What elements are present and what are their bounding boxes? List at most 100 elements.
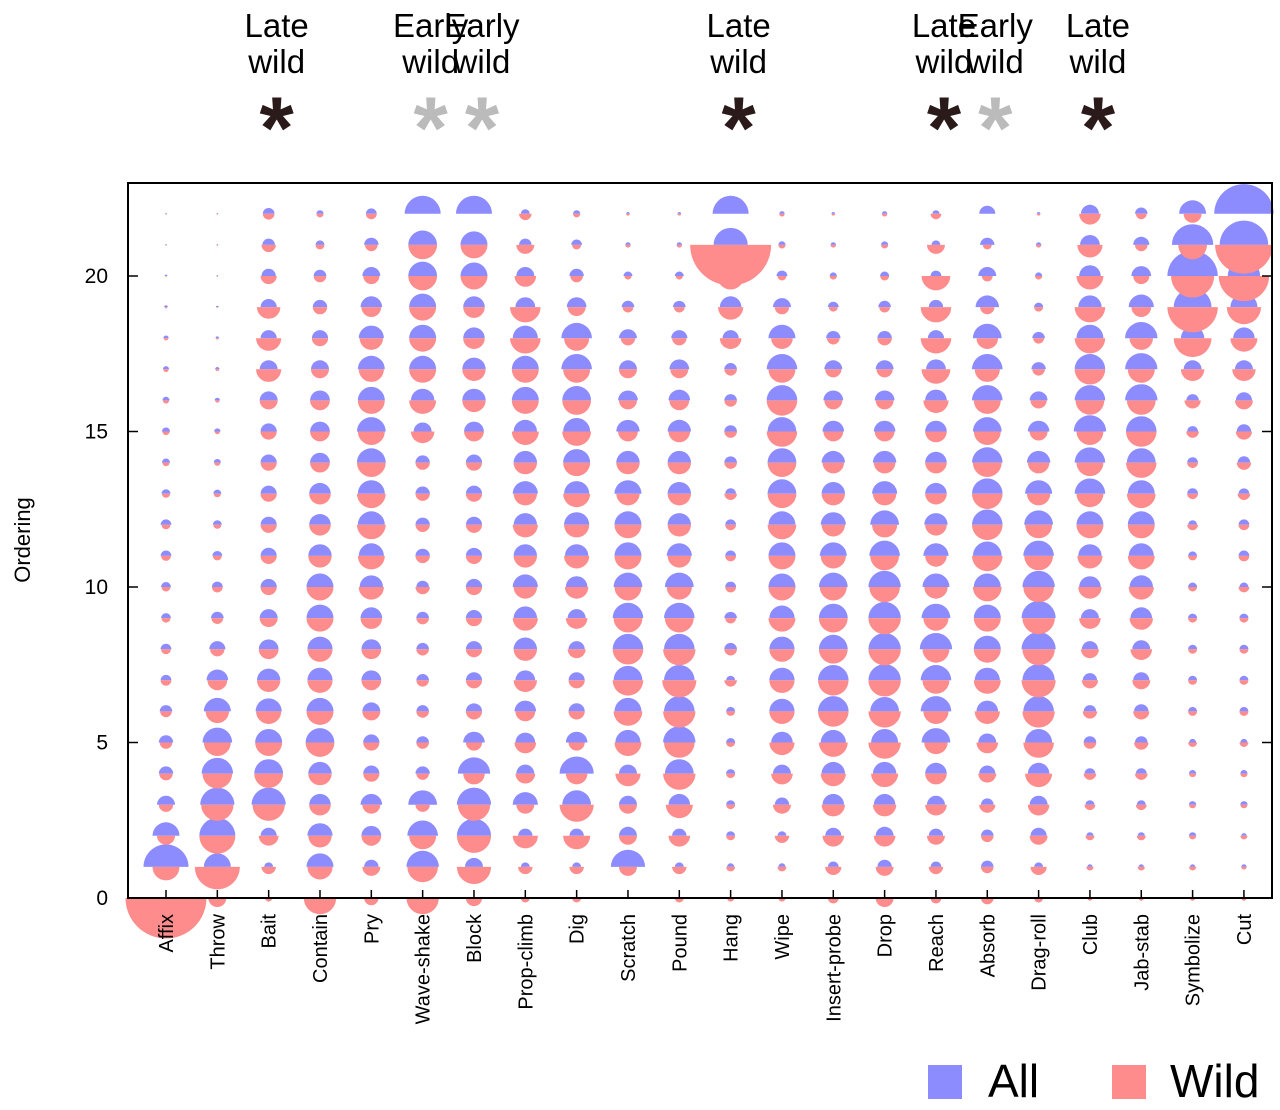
x-tick-label-throw: Throw: [207, 913, 229, 969]
bubble-wild-reach-17: [921, 369, 951, 384]
bubble-all-block-17: [462, 357, 486, 370]
bubble-all-hang-16: [724, 394, 737, 401]
bubble-all-wave-shake-11: [415, 548, 430, 556]
bubble-all-symbolize-13: [1187, 488, 1198, 494]
bubble-all-symbolize-1: [1189, 864, 1196, 867]
bubble-wild-block-18: [463, 338, 485, 350]
bubble-wild-bait-5: [255, 742, 283, 756]
bubble-all-reach-12: [924, 513, 948, 525]
bubble-all-hang-11: [725, 550, 737, 556]
bubble-wild-pry-4: [363, 773, 380, 782]
significance-annotations: Latewild*Earlywild*Earlywild*Latewild*La…: [245, 7, 1131, 177]
bubble-all-wipe-11: [768, 542, 796, 556]
bubble-all-insert-probe-3: [822, 793, 845, 805]
bubble-wild-cut-4: [1240, 773, 1248, 778]
bubble-all-block-11: [465, 547, 483, 556]
bubble-all-absorb-13: [971, 478, 1003, 494]
bubble-wild-contain-19: [312, 307, 328, 315]
bubble-wild-scratch-22: [626, 213, 630, 216]
bubble-all-scratch-15: [616, 419, 640, 432]
bubble-all-contain-13: [309, 482, 331, 494]
bubble-wild-jab-stab-3: [1135, 804, 1147, 811]
x-tick-label-cut: Cut: [1234, 914, 1256, 946]
bubble-all-wave-shake-8: [416, 642, 429, 650]
bubble-all-wipe-20: [776, 270, 788, 276]
bubble-all-prop-climb-2: [518, 828, 533, 836]
bubble-wild-throw-21: [216, 244, 219, 246]
bubble-all-reach-8: [919, 633, 953, 650]
bubble-wild-reach-22: [930, 213, 942, 220]
bubble-all-throw-2: [199, 817, 236, 836]
bubble-wild-pound-20: [675, 276, 683, 280]
bubble-all-pry-3: [360, 793, 383, 805]
bubble-wild-block-2: [456, 835, 492, 853]
bubble-all-reach-13: [925, 482, 947, 494]
bubble-wild-scratch-9: [613, 618, 643, 633]
bubble-all-jab-stab-16: [1125, 384, 1158, 401]
bubble-wild-pry-12: [356, 524, 386, 540]
bubble-wild-symbolize-7: [1188, 680, 1198, 685]
bubble-wild-throw-13: [213, 493, 221, 498]
bubble-wild-bait-17: [256, 369, 282, 382]
bubble-wild-reach-13: [925, 493, 947, 505]
bubble-wild-symbolize-11: [1188, 555, 1198, 561]
bubble-all-block-1: [464, 857, 483, 867]
bubble-all-wipe-15: [767, 417, 797, 432]
annotation-line2-reach: wild: [915, 43, 973, 80]
bubble-all-absorb-7: [974, 667, 1000, 681]
bubble-all-throw-12: [212, 520, 222, 525]
bubble-all-block-16: [462, 388, 486, 401]
bubble-wild-drag-roll-16: [1030, 400, 1047, 409]
bubble-all-insert-probe-20: [829, 272, 837, 276]
bubble-all-absorb-15: [972, 417, 1002, 432]
bubble-wild-pry-0: [364, 898, 379, 906]
bubble-all-bait-13: [260, 485, 277, 494]
bubble-all-wipe-12: [768, 511, 796, 525]
bubble-wild-contain-17: [310, 369, 329, 379]
bubble-wild-reach-5: [924, 742, 948, 755]
bubble-wild-contain-12: [309, 524, 331, 536]
bubble-wild-reach-16: [923, 400, 949, 413]
bubble-wild-affix-6: [160, 711, 172, 718]
bubble-wild-dig-16: [562, 400, 592, 415]
bubble-wild-block-10: [465, 587, 483, 596]
bubble-all-affix-12: [160, 519, 172, 525]
bubble-all-block-10: [465, 578, 483, 587]
bubble-all-insert-probe-6: [817, 696, 849, 712]
bubble-wild-pry-3: [362, 804, 381, 814]
bubble-all-wave-shake-15: [413, 422, 432, 432]
bubble-wild-symbolize-6: [1188, 711, 1198, 716]
bubble-wild-wipe-3: [772, 804, 791, 814]
annotation-line2-wave-shake: wild: [401, 43, 459, 80]
bubble-all-dig-22: [573, 210, 581, 214]
bubble-all-drag-roll-19: [1034, 302, 1044, 308]
bubble-all-block-18: [463, 327, 485, 339]
bubble-all-pry-11: [358, 543, 384, 556]
bubble-wild-dig-10: [564, 587, 589, 599]
bubble-all-prop-climb-8: [513, 637, 538, 650]
bubble-all-throw-5: [202, 727, 233, 743]
bubble-wild-club-21: [1077, 244, 1103, 258]
bubble-wild-jab-stab-10: [1128, 587, 1154, 600]
bubble-all-bait-21: [262, 238, 275, 245]
bubble-all-dig-4: [559, 756, 594, 774]
bubble-all-affix-2: [152, 822, 180, 836]
bubble-wild-contain-4: [308, 773, 332, 786]
bubble-all-hang-14: [724, 456, 737, 463]
bubble-all-pound-6: [664, 696, 695, 712]
bubble-all-insert-probe-10: [818, 572, 848, 587]
bubble-all-pry-14: [356, 448, 386, 463]
bubble-wild-affix-12: [161, 524, 171, 530]
bubble-wild-scratch-8: [612, 649, 644, 665]
bubble-all-jab-stab-21: [1133, 236, 1150, 245]
annotation-line2-club: wild: [1069, 43, 1127, 80]
bubble-wild-bait-21: [261, 244, 276, 253]
bubble-all-contain-11: [308, 544, 332, 556]
bubble-wild-contain-21: [315, 244, 325, 250]
bubble-wild-throw-10: [211, 587, 223, 593]
bubble-all-jab-stab-19: [1128, 294, 1154, 308]
bubble-all-drop-16: [874, 390, 895, 401]
x-tick-label-reach: Reach: [926, 914, 948, 972]
bubble-all-wipe-13: [767, 479, 797, 494]
bubble-all-drop-2: [875, 826, 894, 836]
